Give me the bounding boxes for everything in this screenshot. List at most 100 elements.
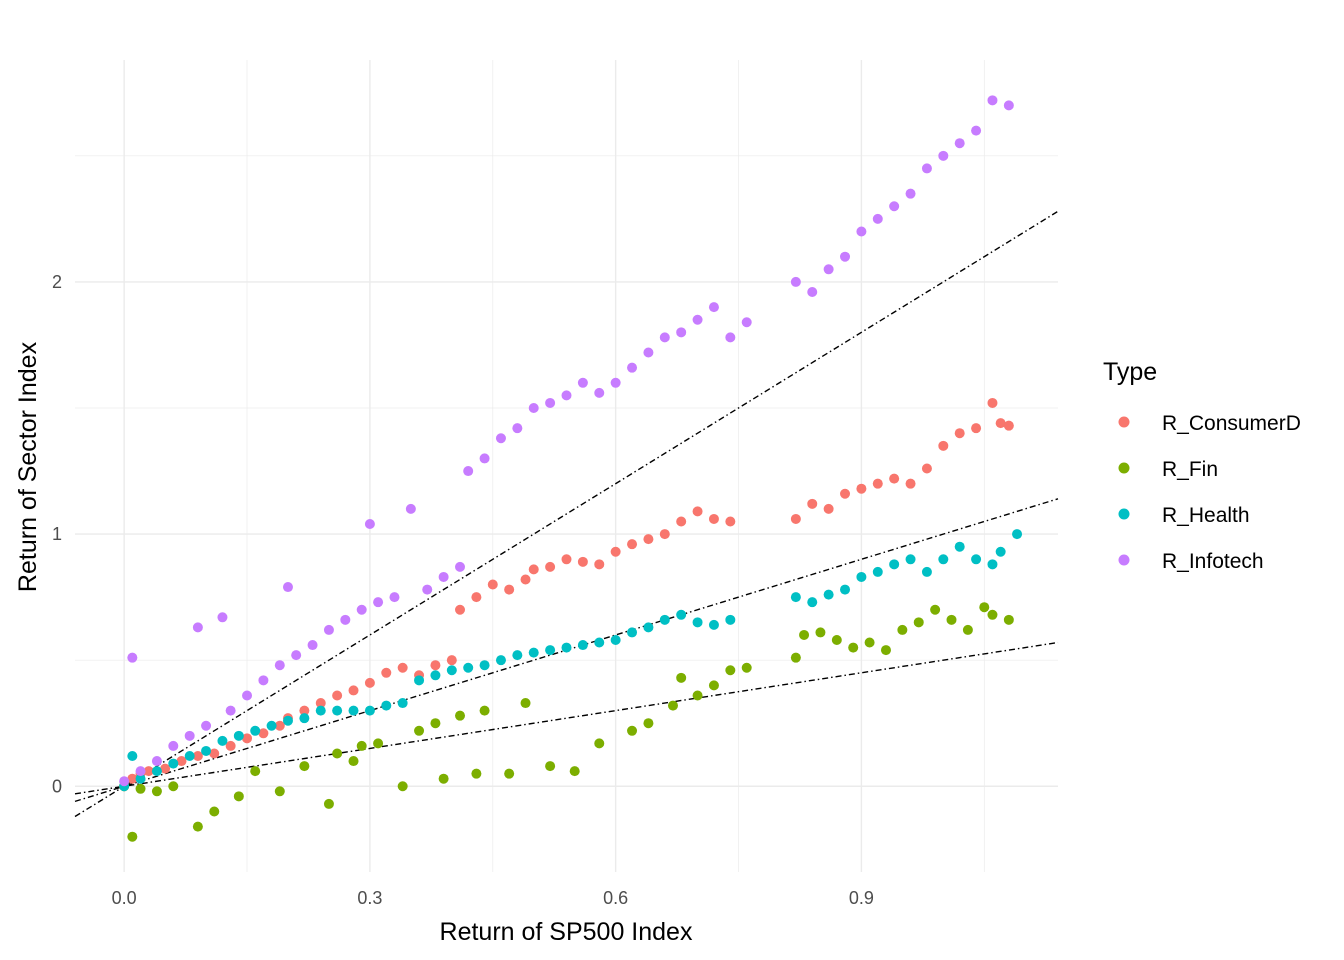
data-point — [905, 478, 916, 489]
data-point — [168, 740, 179, 751]
data-point — [455, 561, 466, 572]
data-point — [504, 584, 515, 595]
x-tick-label: 0.6 — [603, 888, 628, 908]
data-point — [872, 213, 883, 224]
data-point — [627, 539, 638, 550]
x-tick-label: 0.3 — [357, 888, 382, 908]
data-point — [659, 614, 670, 625]
data-point — [356, 604, 367, 615]
data-point — [577, 556, 588, 567]
data-point — [725, 665, 736, 676]
data-point — [921, 566, 932, 577]
data-point — [397, 698, 408, 709]
data-point — [962, 624, 973, 635]
legend-entries: R_ConsumerD R_Fin R_Health R_Infotech — [1118, 412, 1301, 573]
data-point — [1012, 529, 1023, 540]
data-point — [471, 768, 482, 779]
data-point — [479, 660, 490, 671]
data-point — [577, 640, 588, 651]
data-point — [823, 589, 834, 600]
data-point — [676, 672, 687, 683]
data-point — [414, 675, 425, 686]
data-point — [315, 705, 326, 716]
data-point — [708, 513, 719, 524]
data-point — [192, 821, 203, 832]
data-point — [135, 766, 146, 777]
data-point — [979, 602, 990, 613]
legend-key — [1118, 508, 1130, 520]
data-point — [692, 506, 703, 517]
data-point — [299, 761, 310, 772]
data-point — [708, 302, 719, 313]
data-point — [143, 766, 154, 777]
y-axis-ticks: 0 1 2 — [52, 272, 62, 796]
legend-label: R_Health — [1162, 504, 1250, 527]
data-point — [135, 773, 146, 784]
x-axis-title: Return of SP500 Index — [440, 918, 693, 946]
data-point — [897, 624, 908, 635]
data-point — [348, 685, 359, 696]
data-point — [512, 423, 523, 434]
data-point — [250, 725, 261, 736]
data-point — [299, 713, 310, 724]
data-point — [643, 347, 654, 358]
data-point — [856, 571, 867, 582]
data-point — [889, 473, 900, 484]
data-point — [282, 582, 293, 593]
data-point — [184, 751, 195, 761]
data-point — [233, 791, 244, 802]
data-point — [119, 776, 130, 787]
data-point — [438, 571, 449, 582]
data-point — [495, 433, 506, 444]
data-point — [348, 756, 359, 767]
data-point — [151, 756, 162, 767]
data-point — [799, 629, 810, 640]
data-point — [455, 710, 466, 721]
data-point — [594, 387, 605, 398]
y-tick-label: 2 — [52, 272, 62, 292]
data-point — [225, 705, 236, 716]
data-point — [790, 592, 801, 603]
data-point — [495, 655, 506, 666]
data-point — [242, 690, 253, 701]
data-point — [266, 720, 277, 731]
series-R_Health — [119, 529, 1023, 792]
data-point — [364, 677, 375, 688]
data-point — [569, 766, 580, 777]
data-point — [397, 781, 408, 792]
data-point — [545, 397, 556, 408]
data-point — [807, 597, 818, 608]
data-point — [848, 642, 859, 653]
data-point — [446, 655, 457, 666]
data-point — [127, 652, 138, 663]
data-point — [258, 728, 269, 739]
data-point — [332, 690, 343, 701]
legend-label: R_Infotech — [1162, 550, 1264, 573]
legend: Type R_ConsumerD R_Fin R_Health R_Infotech — [1103, 358, 1301, 573]
data-point — [184, 730, 195, 741]
reference-line — [74, 641, 1059, 795]
x-tick-label: 0.9 — [849, 888, 874, 908]
data-point — [364, 705, 375, 716]
data-point — [168, 781, 179, 792]
data-point — [610, 377, 621, 388]
legend-title: Type — [1103, 358, 1157, 386]
legend-key — [1118, 416, 1130, 428]
data-point — [971, 423, 982, 434]
data-point — [258, 675, 269, 686]
data-point — [504, 768, 515, 779]
data-point — [405, 503, 416, 514]
data-point — [987, 95, 998, 106]
data-point — [946, 614, 957, 625]
data-point — [676, 516, 687, 527]
data-point — [667, 700, 678, 711]
data-point — [201, 745, 212, 756]
data-point — [291, 650, 302, 661]
data-point — [561, 554, 572, 565]
data-point — [864, 637, 875, 648]
data-point — [438, 773, 449, 784]
data-point — [528, 647, 539, 658]
data-point — [856, 483, 867, 494]
data-point — [659, 332, 670, 343]
data-point — [1003, 614, 1014, 625]
